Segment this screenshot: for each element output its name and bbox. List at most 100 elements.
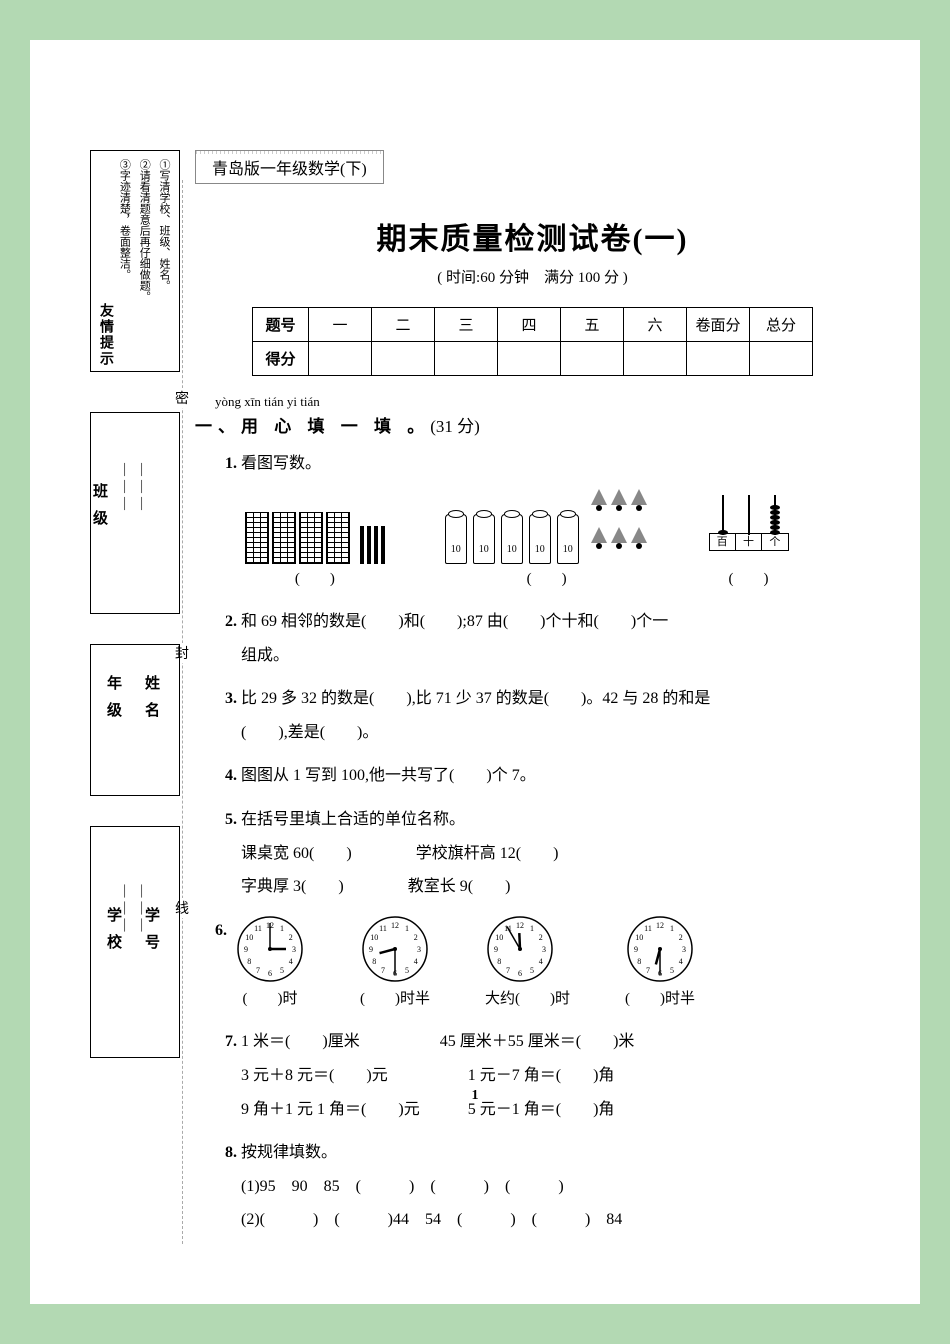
q8: 8.按规律填数。 (1)95 90 85 ( ) ( ) ( ) (2)( ) … (225, 1136, 870, 1237)
q8-num: 8. (225, 1144, 237, 1161)
q3: 3.比 29 多 32 的数是( ),比 71 少 37 的数是( )。42 与… (225, 682, 870, 749)
q5-1a: 课桌宽 60( (241, 845, 314, 862)
section1-heading: 一、用 心 填 一 填 。(31 分) (195, 412, 870, 437)
label-xingming: 姓名 (141, 675, 162, 729)
q8-l1: (1)95 90 85 ( ) ( ) ( ) (241, 1178, 564, 1195)
tip-line-3: ③字迹清楚，卷面整洁。 (118, 159, 130, 280)
q7-3d: )角 (593, 1101, 614, 1118)
q1-blank-1[interactable]: ( ) (295, 571, 335, 587)
svg-text:11: 11 (254, 924, 262, 933)
q4: 4.图图从 1 写到 100,他一共写了( )个 7。 (225, 759, 870, 793)
th-0: 题号 (253, 308, 309, 342)
clock-1: 123456789101112 ( )时 (235, 914, 305, 1016)
svg-text:10: 10 (495, 933, 503, 942)
svg-text:7: 7 (506, 966, 510, 975)
cell-4[interactable] (498, 342, 561, 376)
q7-3c: 5 元－1 角＝( (468, 1101, 561, 1118)
th-5: 五 (561, 308, 624, 342)
q1-blank-3[interactable]: ( ) (729, 571, 769, 587)
clock-icon: 123456789101112 (360, 914, 430, 984)
clock-icon: 123456789101112 (625, 914, 695, 984)
th-2: 二 (372, 308, 435, 342)
svg-text:9: 9 (494, 945, 498, 954)
label-banji: 班级 (89, 483, 110, 537)
svg-text:3: 3 (682, 945, 686, 954)
svg-text:5: 5 (530, 966, 534, 975)
q5-num: 5. (225, 811, 237, 828)
svg-text:11: 11 (644, 924, 652, 933)
side-box-grade: 年级 姓名 (90, 644, 180, 796)
svg-text:9: 9 (244, 945, 248, 954)
th-8: 总分 (750, 308, 813, 342)
cell-8[interactable] (750, 342, 813, 376)
svg-text:3: 3 (542, 945, 546, 954)
clock-4: 123456789101112 ( )时半 (625, 914, 695, 1016)
q5-2a: 字典厚 3( (241, 878, 306, 895)
q3-num: 3. (225, 690, 237, 707)
svg-text:8: 8 (637, 957, 641, 966)
label-xuexiao: 学校 (103, 907, 124, 961)
th-6: 六 (624, 308, 687, 342)
svg-text:7: 7 (646, 966, 650, 975)
svg-text:9: 9 (369, 945, 373, 954)
cell-1[interactable] (309, 342, 372, 376)
q7-2c: 1 元－7 角＝( (468, 1067, 561, 1084)
q7-num: 7. (225, 1033, 237, 1050)
q2-b: )和( (398, 613, 425, 630)
cell-3[interactable] (435, 342, 498, 376)
q7-1a: 1 米＝( (241, 1033, 290, 1050)
edition-text: 青岛版一年级数学(下) (208, 161, 371, 178)
c4-b: )时半 (660, 991, 695, 1007)
svg-text:4: 4 (414, 957, 418, 966)
q3-c: )。42 与 28 的和是 (581, 690, 710, 707)
q8-l2: (2)( ) ( )44 54 ( ) ( ) 84 (241, 1211, 622, 1228)
q4-b: )个 7。 (486, 767, 535, 784)
clock-icon: 123456789101112 (235, 914, 305, 984)
section1-points: (31 分) (430, 417, 480, 436)
svg-text:10: 10 (245, 933, 253, 942)
th-3: 三 (435, 308, 498, 342)
exam-subtitle: ( 时间:60 分钟 满分 100 分 ) (195, 266, 870, 287)
fig-abacus: 百 十 个 ( ) (709, 491, 789, 595)
cell-6[interactable] (624, 342, 687, 376)
svg-text:2: 2 (539, 933, 543, 942)
q5-1d: ) (553, 845, 558, 862)
q4-a: 图图从 1 写到 100,他一共写了( (241, 767, 454, 784)
q2-a: 和 69 相邻的数是( (241, 613, 366, 630)
abacus-ge: 个 (762, 534, 787, 550)
q7: 7.1 米＝( )厘米 45 厘米＋55 厘米＝( )米 3 元＋8 元＝( )… (225, 1025, 870, 1126)
label-xuehao: 学号 (141, 907, 162, 961)
svg-text:4: 4 (289, 957, 293, 966)
paper: 密 封 线 ①写清学校、班级、姓名。 ②请看清题意后再仔细做题。 ③字迹清楚，卷… (30, 40, 920, 1304)
tip-line-1: ①写清学校、班级、姓名。 (158, 159, 170, 291)
q7-1b: )厘米 (322, 1033, 359, 1050)
sidebar: ①写清学校、班级、姓名。 ②请看清题意后再仔细做题。 ③字迹清楚，卷面整洁。 友… (90, 150, 180, 1088)
q3-f: )。 (357, 724, 378, 741)
th-1: 一 (309, 308, 372, 342)
clock-2: 123456789101112 ( )时半 (360, 914, 430, 1016)
q1: 1.看图写数。 ( ) 1010101010 (225, 447, 870, 595)
q1-blank-2[interactable]: ( ) (527, 571, 567, 587)
svg-text:9: 9 (634, 945, 638, 954)
page-background: 密 封 线 ①写清学校、班级、姓名。 ②请看清题意后再仔细做题。 ③字迹清楚，卷… (0, 0, 950, 1344)
svg-text:3: 3 (417, 945, 421, 954)
q1-num: 1. (225, 455, 237, 472)
cell-7[interactable] (687, 342, 750, 376)
q7-1c: 45 厘米＋55 厘米＝( (440, 1033, 581, 1050)
q2-c: );87 由( (457, 613, 508, 630)
q6-num: 6. (215, 922, 227, 939)
svg-text:7: 7 (256, 966, 260, 975)
q3-a: 比 29 多 32 的数是( (241, 690, 374, 707)
clock-row: 123456789101112 ( )时 123456789101112 ( )… (235, 914, 695, 1016)
cell-2[interactable] (372, 342, 435, 376)
svg-text:7: 7 (381, 966, 385, 975)
cell-5[interactable] (561, 342, 624, 376)
svg-text:12: 12 (391, 921, 399, 930)
page-number: 1 (472, 1088, 479, 1104)
exam-title: 期末质量检测试卷(一) (195, 214, 870, 258)
tips-box: ①写清学校、班级、姓名。 ②请看清题意后再仔细做题。 ③字迹清楚，卷面整洁。 友… (90, 150, 180, 372)
svg-text:6: 6 (518, 969, 522, 978)
q2-d: )个十和( (540, 613, 599, 630)
q3-d: ( (241, 724, 246, 741)
q7-3a: 9 角＋1 元 1 角＝( (241, 1101, 366, 1118)
